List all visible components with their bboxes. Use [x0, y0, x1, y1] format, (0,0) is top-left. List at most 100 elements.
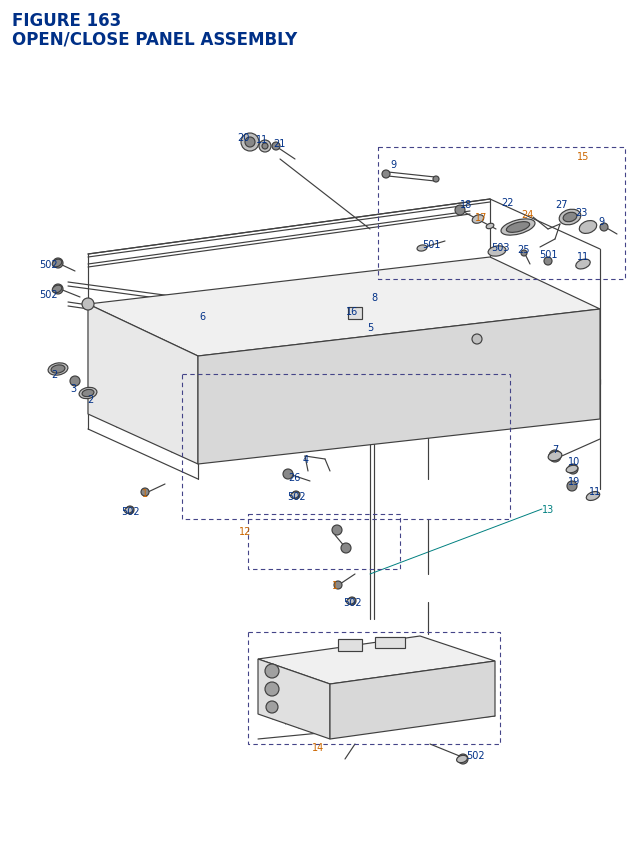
- Ellipse shape: [472, 215, 484, 224]
- Text: 22: 22: [500, 198, 513, 208]
- Text: 24: 24: [521, 210, 533, 220]
- Circle shape: [259, 141, 271, 152]
- Ellipse shape: [579, 221, 596, 234]
- Text: 17: 17: [475, 213, 487, 223]
- Text: 502: 502: [342, 598, 362, 607]
- Circle shape: [245, 138, 255, 148]
- Circle shape: [567, 481, 577, 492]
- Circle shape: [141, 488, 149, 497]
- Circle shape: [266, 701, 278, 713]
- Bar: [378, 148, 625, 280]
- Polygon shape: [88, 305, 198, 464]
- Text: 2: 2: [51, 369, 57, 380]
- Text: 502: 502: [466, 750, 484, 760]
- Text: 27: 27: [556, 200, 568, 210]
- Circle shape: [53, 258, 63, 269]
- Bar: [248, 514, 400, 569]
- Text: 503: 503: [491, 243, 509, 253]
- Circle shape: [472, 335, 482, 344]
- Text: 26: 26: [288, 473, 300, 482]
- Ellipse shape: [52, 286, 62, 294]
- Ellipse shape: [586, 492, 600, 501]
- Text: 2: 2: [87, 394, 93, 405]
- Text: 10: 10: [568, 456, 580, 467]
- Circle shape: [600, 224, 608, 232]
- Circle shape: [334, 581, 342, 589]
- Circle shape: [53, 285, 63, 294]
- Text: 502: 502: [121, 506, 140, 517]
- Ellipse shape: [566, 466, 578, 474]
- Text: 23: 23: [575, 208, 587, 218]
- Polygon shape: [198, 310, 600, 464]
- Text: 18: 18: [460, 200, 472, 210]
- Text: 1: 1: [142, 488, 148, 499]
- Bar: [338, 639, 362, 651]
- Bar: [348, 307, 362, 319]
- Circle shape: [455, 206, 465, 216]
- Ellipse shape: [417, 245, 427, 251]
- Text: 3: 3: [70, 383, 76, 393]
- Circle shape: [348, 598, 356, 605]
- Text: 8: 8: [371, 293, 377, 303]
- Ellipse shape: [48, 363, 68, 375]
- Circle shape: [283, 469, 293, 480]
- Text: 501: 501: [539, 250, 557, 260]
- Text: 13: 13: [542, 505, 554, 514]
- Text: 501: 501: [422, 239, 440, 250]
- Ellipse shape: [563, 213, 577, 222]
- Text: 1: 1: [332, 580, 338, 591]
- Text: 19: 19: [568, 476, 580, 486]
- Circle shape: [82, 299, 94, 311]
- Circle shape: [292, 492, 300, 499]
- Circle shape: [241, 133, 259, 152]
- Polygon shape: [88, 257, 600, 356]
- Text: 12: 12: [239, 526, 251, 536]
- Circle shape: [265, 664, 279, 678]
- Circle shape: [70, 376, 80, 387]
- Circle shape: [265, 682, 279, 697]
- Ellipse shape: [456, 755, 467, 763]
- Text: 11: 11: [577, 251, 589, 262]
- Bar: [375, 637, 405, 648]
- Text: 502: 502: [38, 289, 58, 300]
- Text: 14: 14: [312, 742, 324, 753]
- Ellipse shape: [347, 598, 355, 604]
- Ellipse shape: [52, 260, 62, 268]
- Bar: [248, 632, 500, 744]
- Ellipse shape: [559, 210, 581, 226]
- Text: 502: 502: [287, 492, 305, 501]
- Circle shape: [341, 543, 351, 554]
- Ellipse shape: [125, 507, 133, 514]
- Text: 15: 15: [577, 152, 589, 162]
- Text: 25: 25: [516, 245, 529, 255]
- Circle shape: [433, 177, 439, 183]
- Ellipse shape: [486, 224, 494, 229]
- Ellipse shape: [51, 365, 65, 374]
- Ellipse shape: [506, 222, 530, 233]
- Text: 5: 5: [367, 323, 373, 332]
- Text: 502: 502: [38, 260, 58, 269]
- Text: 21: 21: [273, 139, 285, 149]
- Polygon shape: [258, 636, 495, 684]
- Text: OPEN/CLOSE PANEL ASSEMBLY: OPEN/CLOSE PANEL ASSEMBLY: [12, 30, 297, 48]
- Text: 11: 11: [256, 135, 268, 145]
- Circle shape: [568, 464, 578, 474]
- Circle shape: [549, 450, 561, 462]
- Ellipse shape: [82, 390, 94, 397]
- Text: 7: 7: [552, 444, 558, 455]
- Text: FIGURE 163: FIGURE 163: [12, 12, 121, 30]
- Ellipse shape: [576, 260, 590, 269]
- Text: 9: 9: [598, 217, 604, 226]
- Bar: [182, 375, 510, 519]
- Polygon shape: [258, 660, 330, 739]
- Ellipse shape: [79, 388, 97, 400]
- Circle shape: [521, 251, 527, 257]
- Circle shape: [262, 144, 268, 150]
- Circle shape: [332, 525, 342, 536]
- Ellipse shape: [548, 452, 562, 461]
- Text: 9: 9: [390, 160, 396, 170]
- Text: 20: 20: [237, 133, 249, 143]
- Polygon shape: [330, 661, 495, 739]
- Circle shape: [126, 506, 134, 514]
- Ellipse shape: [488, 246, 506, 257]
